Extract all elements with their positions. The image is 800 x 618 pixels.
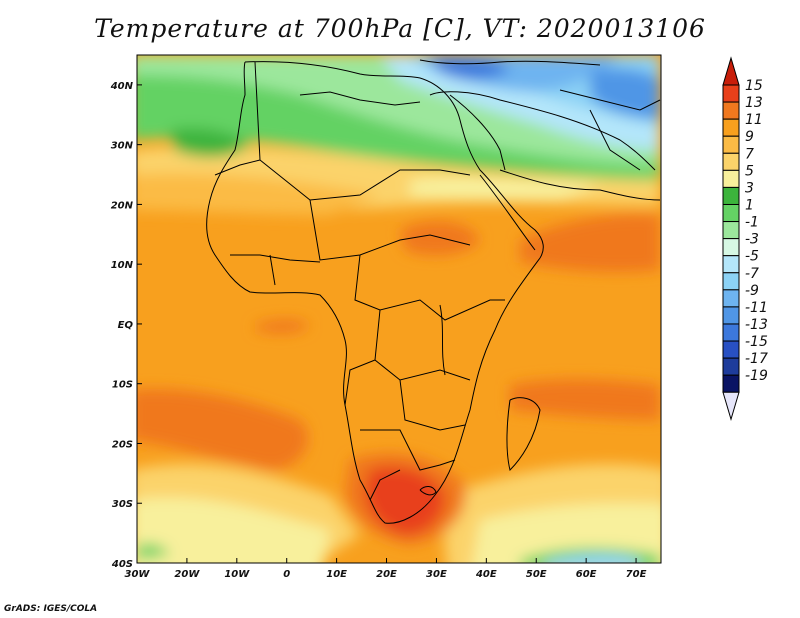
plot-frame bbox=[136, 54, 662, 564]
colorbar-swatch bbox=[722, 152, 740, 171]
credit-label: GrADS: IGES/COLA bbox=[4, 604, 98, 614]
colorbar-swatch bbox=[722, 323, 740, 342]
colorbar-label: 15 bbox=[745, 78, 763, 94]
colorbar-label: -17 bbox=[745, 351, 768, 367]
colorbar-label: 1 bbox=[745, 197, 754, 213]
colorbar-label: 13 bbox=[745, 95, 763, 111]
lon-tick-label: 50E bbox=[526, 569, 547, 580]
colorbar-swatch bbox=[722, 84, 740, 103]
lon-tick-label: 0 bbox=[283, 569, 290, 580]
colorbar-swatch bbox=[722, 272, 740, 291]
coastlines bbox=[206, 59, 661, 524]
colorbar-label: -1 bbox=[745, 215, 759, 231]
lon-tick-label: 40E bbox=[475, 569, 497, 580]
colorbar-label: 7 bbox=[745, 146, 754, 162]
colorbar-swatch bbox=[722, 186, 740, 205]
colorbar-swatch bbox=[722, 203, 740, 223]
colorbar-label: -13 bbox=[745, 317, 768, 333]
lat-tick-label: 40N bbox=[110, 81, 134, 92]
colorbar-swatch bbox=[722, 118, 740, 137]
lon-tick-label: 20E bbox=[376, 569, 397, 580]
lon-tick-label: 30W bbox=[125, 569, 151, 580]
colorbar-swatch bbox=[722, 255, 740, 274]
lat-tick-label: EQ bbox=[118, 320, 134, 331]
colorbar-swatch bbox=[722, 340, 740, 359]
latitude-axis: 40N 30N 20N 10N EQ 10S 20S 30S 40S bbox=[110, 81, 142, 570]
colorbar-swatch bbox=[722, 221, 740, 240]
lon-tick-label: 10E bbox=[326, 569, 347, 580]
longitude-axis: 30W 20W 10W 0 10E 20E 30E 40E 50E 60E 70E bbox=[125, 558, 647, 580]
lat-tick-label: 40S bbox=[111, 559, 133, 570]
page-title: Temperature at 700hPa [C], VT: 202001310… bbox=[94, 14, 706, 43]
colorbar-bottom-arrow bbox=[722, 391, 740, 422]
colorbar-label: -3 bbox=[745, 232, 759, 248]
lon-tick-label: 60E bbox=[576, 569, 597, 580]
colorbar-label: 9 bbox=[745, 129, 754, 145]
lat-tick-label: 10N bbox=[111, 260, 134, 271]
colorbar-swatch bbox=[722, 306, 740, 325]
colorbar-swatch bbox=[722, 374, 740, 393]
lat-tick-label: 10S bbox=[112, 380, 133, 391]
lon-tick-label: 30E bbox=[426, 569, 447, 580]
colorbar-swatch bbox=[722, 169, 740, 188]
colorbar-swatch bbox=[722, 238, 740, 257]
colorbar-label: -7 bbox=[745, 266, 759, 282]
colorbar-label: 5 bbox=[745, 163, 754, 179]
lat-tick-label: 20N bbox=[111, 200, 134, 211]
colorbar-label: 3 bbox=[745, 180, 754, 196]
temperature-field bbox=[137, 55, 661, 563]
lat-tick-label: 30S bbox=[112, 499, 133, 510]
lon-tick-label: 20W bbox=[174, 569, 200, 580]
lat-tick-label: 20S bbox=[112, 439, 133, 450]
colorbar-swatch bbox=[722, 289, 740, 308]
colorbar-swatch bbox=[722, 357, 740, 376]
lat-tick-label: 30N bbox=[111, 141, 134, 152]
colorbar-swatch bbox=[722, 101, 740, 120]
colorbar-label: -11 bbox=[745, 300, 768, 316]
lon-tick-label: 70E bbox=[626, 569, 647, 580]
colorbar-swatch bbox=[722, 135, 740, 154]
colorbar-label: 11 bbox=[745, 112, 763, 128]
colorbar-label: -5 bbox=[745, 249, 759, 265]
colorbar-label: -15 bbox=[745, 334, 768, 350]
colorbar-label: -19 bbox=[745, 368, 768, 384]
colorbar-top-arrow bbox=[722, 56, 740, 86]
colorbar-label: -9 bbox=[745, 283, 759, 299]
lon-tick-label: 10W bbox=[224, 569, 250, 580]
